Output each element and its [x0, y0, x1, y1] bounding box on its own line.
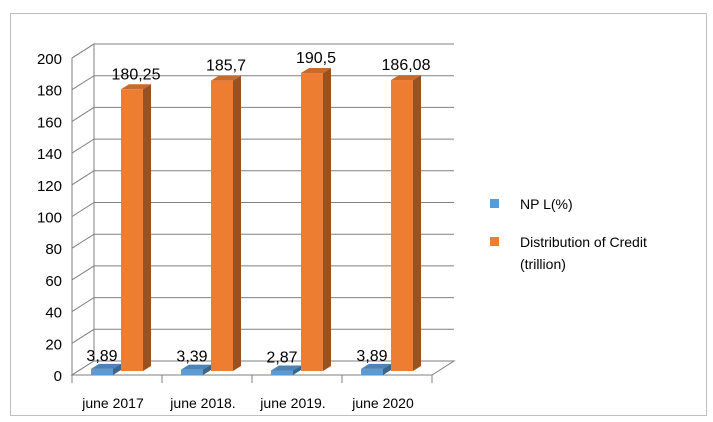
- gridline: [71, 202, 454, 217]
- y-tick-label: 60: [45, 273, 62, 290]
- data-label-credit: 186,08: [382, 57, 431, 74]
- gridline: [71, 170, 454, 186]
- bar-credit-top: [211, 75, 241, 81]
- bar-credit-top: [121, 84, 151, 90]
- y-tick-label: 160: [37, 114, 62, 131]
- bar-credit: [391, 80, 413, 371]
- legend-item-npl: NP L(%): [490, 195, 647, 219]
- legend-label-credit-line2: (trillion): [520, 256, 566, 272]
- data-label-npl: 2,87: [266, 349, 297, 366]
- gridline: [71, 265, 454, 281]
- bar-credit-side: [143, 84, 151, 372]
- chart-frame: [10, 13, 707, 416]
- data-label-credit: 180,25: [112, 66, 161, 83]
- y-tick-label: 20: [45, 336, 62, 353]
- bar-npl: [271, 370, 293, 375]
- legend-item-credit: Distribution of Credit (trillion): [490, 231, 647, 275]
- legend-swatch-credit: [490, 237, 499, 246]
- bar-npl: [181, 369, 203, 375]
- gridline: [71, 43, 454, 59]
- bar-npl-side: [293, 365, 301, 375]
- bar-credit-top: [391, 75, 421, 81]
- bar-npl-side: [383, 363, 391, 375]
- y-tick-label: 120: [37, 178, 62, 195]
- legend-label-credit-line1: Distribution of Credit: [520, 234, 647, 250]
- data-label-npl: 3,89: [86, 348, 117, 365]
- x-tick-label: june 2018.: [169, 395, 235, 411]
- bar-credit: [211, 80, 233, 371]
- data-label-credit: 190,5: [296, 50, 336, 67]
- gridline: [71, 233, 454, 249]
- bar-npl-side: [113, 363, 121, 375]
- gridline: [71, 75, 454, 91]
- y-tick-label: 200: [37, 51, 62, 68]
- bar-npl: [361, 368, 383, 375]
- plot-floor: [70, 360, 456, 376]
- bar-credit-side: [413, 75, 421, 371]
- gridline: [71, 106, 454, 122]
- bar-npl: [91, 368, 113, 375]
- data-label-npl: 3,39: [176, 349, 207, 366]
- bar-credit: [301, 73, 323, 372]
- x-tick-label: june 2017: [81, 395, 144, 411]
- chart-legend: NP L(%) Distribution of Credit (trillion…: [490, 195, 647, 275]
- y-tick-label: 40: [45, 305, 62, 322]
- bar-npl-side: [203, 364, 211, 375]
- data-label-credit: 185,7: [206, 58, 246, 75]
- gridline: [71, 138, 454, 154]
- bar-npl-top: [271, 365, 301, 371]
- bar-npl-top: [91, 363, 121, 369]
- legend-swatch-npl: [490, 199, 499, 208]
- gridline: [71, 297, 454, 313]
- bar-credit-side: [233, 75, 241, 371]
- x-tick-label: june 2020: [351, 395, 414, 411]
- y-tick-label: 0: [54, 368, 62, 385]
- gridline: [71, 328, 454, 344]
- y-tick-label: 80: [45, 241, 62, 258]
- bar-npl-top: [361, 363, 391, 369]
- data-label-npl: 3,89: [356, 348, 387, 365]
- legend-label-npl: NP L(%): [520, 196, 573, 212]
- bar-npl-top: [181, 364, 211, 370]
- bar-credit: [121, 89, 143, 372]
- x-tick-label: june 2019.: [259, 395, 325, 411]
- bar-credit-side: [323, 68, 331, 372]
- bar-credit-top: [301, 68, 331, 74]
- y-tick-label: 180: [37, 83, 62, 100]
- y-tick-label: 140: [37, 146, 62, 163]
- y-tick-label: 100: [37, 210, 62, 227]
